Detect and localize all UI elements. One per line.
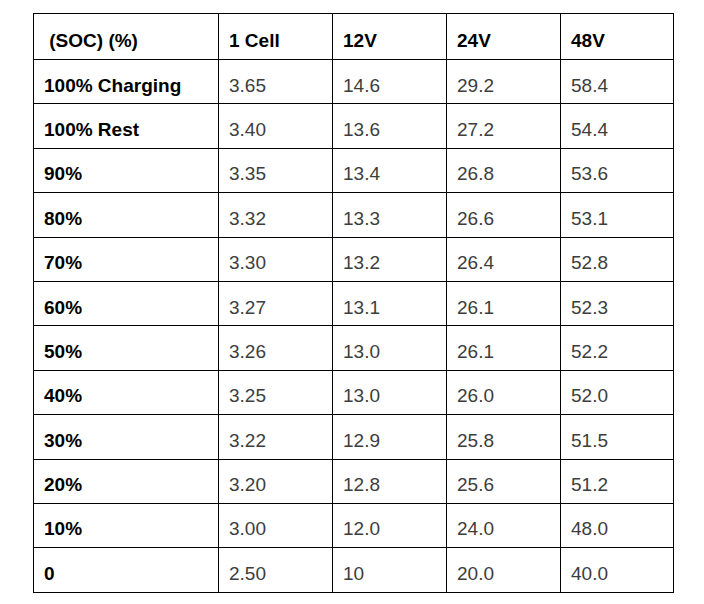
value-cell: 10 (333, 548, 447, 592)
value-cell: 12.9 (333, 415, 447, 459)
value-cell: 3.32 (219, 193, 333, 237)
value-cell: 3.27 (219, 281, 333, 325)
value-cell: 52.2 (561, 326, 674, 370)
value-cell: 13.1 (333, 281, 447, 325)
table-row: 10% 3.00 12.0 24.0 48.0 (34, 503, 674, 547)
value-cell: 3.00 (219, 503, 333, 547)
value-cell: 26.1 (447, 326, 561, 370)
table-row: 50% 3.26 13.0 26.1 52.2 (34, 326, 674, 370)
value-cell: 13.6 (333, 104, 447, 148)
table-row: 100% Rest 3.40 13.6 27.2 54.4 (34, 104, 674, 148)
value-cell: 54.4 (561, 104, 674, 148)
value-cell: 13.3 (333, 193, 447, 237)
value-cell: 26.4 (447, 237, 561, 281)
value-cell: 13.4 (333, 148, 447, 192)
table-row: 60% 3.27 13.1 26.1 52.3 (34, 281, 674, 325)
value-cell: 51.2 (561, 459, 674, 503)
row-label: 70% (34, 237, 219, 281)
row-label: 20% (34, 459, 219, 503)
table-row: 100% Charging 3.65 14.6 29.2 58.4 (34, 60, 674, 104)
table-row: 0 2.50 10 20.0 40.0 (34, 548, 674, 592)
value-cell: 3.22 (219, 415, 333, 459)
value-cell: 12.8 (333, 459, 447, 503)
value-cell: 27.2 (447, 104, 561, 148)
value-cell: 58.4 (561, 60, 674, 104)
value-cell: 3.65 (219, 60, 333, 104)
column-header-48v: 48V (561, 14, 674, 60)
value-cell: 3.20 (219, 459, 333, 503)
value-cell: 52.3 (561, 281, 674, 325)
row-label: 90% (34, 148, 219, 192)
table-row: 90% 3.35 13.4 26.8 53.6 (34, 148, 674, 192)
value-cell: 26.0 (447, 370, 561, 414)
table-row: 30% 3.22 12.9 25.8 51.5 (34, 415, 674, 459)
value-cell: 2.50 (219, 548, 333, 592)
row-label: 40% (34, 370, 219, 414)
row-label: 50% (34, 326, 219, 370)
row-label: 100% Charging (34, 60, 219, 104)
value-cell: 3.26 (219, 326, 333, 370)
value-cell: 29.2 (447, 60, 561, 104)
value-cell: 40.0 (561, 548, 674, 592)
value-cell: 26.6 (447, 193, 561, 237)
table-row: 80% 3.32 13.3 26.6 53.1 (34, 193, 674, 237)
column-header-1cell: 1 Cell (219, 14, 333, 60)
value-cell: 3.30 (219, 237, 333, 281)
value-cell: 24.0 (447, 503, 561, 547)
header-row: (SOC) (%) 1 Cell 12V 24V 48V (34, 14, 674, 60)
table-row: 20% 3.20 12.8 25.6 51.2 (34, 459, 674, 503)
value-cell: 13.2 (333, 237, 447, 281)
value-cell: 48.0 (561, 503, 674, 547)
column-header-12v: 12V (333, 14, 447, 60)
value-cell: 3.40 (219, 104, 333, 148)
row-label: 80% (34, 193, 219, 237)
value-cell: 12.0 (333, 503, 447, 547)
row-label: 30% (34, 415, 219, 459)
value-cell: 53.1 (561, 193, 674, 237)
value-cell: 25.6 (447, 459, 561, 503)
column-header-24v: 24V (447, 14, 561, 60)
value-cell: 13.0 (333, 326, 447, 370)
column-header-soc: (SOC) (%) (34, 14, 219, 60)
value-cell: 51.5 (561, 415, 674, 459)
value-cell: 20.0 (447, 548, 561, 592)
value-cell: 13.0 (333, 370, 447, 414)
value-cell: 3.25 (219, 370, 333, 414)
row-label: 60% (34, 281, 219, 325)
row-label: 100% Rest (34, 104, 219, 148)
value-cell: 26.1 (447, 281, 561, 325)
soc-voltage-table: (SOC) (%) 1 Cell 12V 24V 48V 100% Chargi… (33, 13, 674, 593)
value-cell: 52.8 (561, 237, 674, 281)
value-cell: 14.6 (333, 60, 447, 104)
value-cell: 3.35 (219, 148, 333, 192)
value-cell: 53.6 (561, 148, 674, 192)
table-row: 40% 3.25 13.0 26.0 52.0 (34, 370, 674, 414)
value-cell: 26.8 (447, 148, 561, 192)
page: (SOC) (%) 1 Cell 12V 24V 48V 100% Chargi… (0, 0, 704, 604)
row-label: 0 (34, 548, 219, 592)
value-cell: 52.0 (561, 370, 674, 414)
value-cell: 25.8 (447, 415, 561, 459)
table-row: 70% 3.30 13.2 26.4 52.8 (34, 237, 674, 281)
row-label: 10% (34, 503, 219, 547)
